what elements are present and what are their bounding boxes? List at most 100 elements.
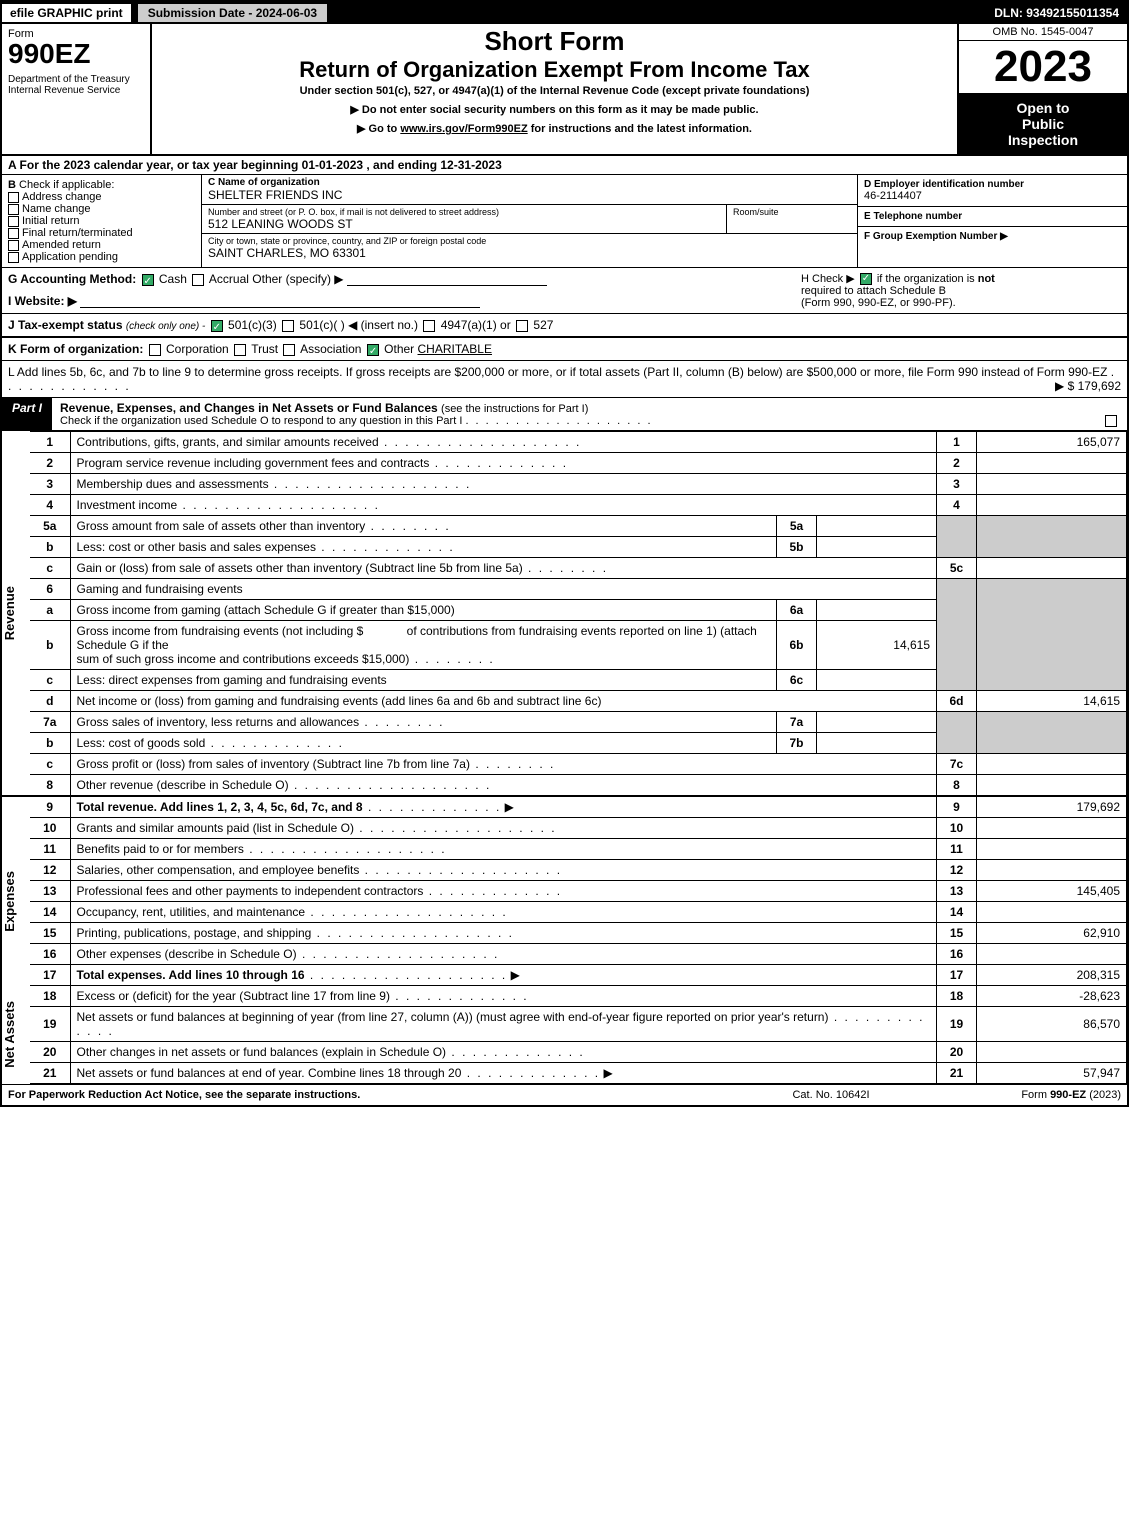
short-form-label: Short Form (158, 26, 951, 57)
l12-d: Salaries, other compensation, and employ… (70, 860, 937, 881)
l16-amt (977, 944, 1127, 965)
line-5a: 5a Gross amount from sale of assets othe… (2, 516, 1127, 537)
g-other-blank (347, 272, 547, 286)
l8-d: Other revenue (describe in Schedule O) (70, 775, 937, 797)
checkbox-icon[interactable] (8, 216, 19, 227)
street-label: Number and street (or P. O. box, if mail… (208, 207, 720, 217)
checkbox-501c[interactable] (282, 320, 294, 332)
checkbox-other[interactable] (367, 344, 379, 356)
l14-ln: 14 (937, 902, 977, 923)
irs-link[interactable]: www.irs.gov/Form990EZ (400, 123, 527, 135)
part1-title-wrap: Revenue, Expenses, and Changes in Net As… (52, 398, 1127, 430)
l17-ln: 17 (937, 965, 977, 986)
checkbox-assoc[interactable] (283, 344, 295, 356)
l5b-sv (817, 537, 937, 558)
h-not: not (978, 273, 995, 285)
l6a-d: Gross income from gaming (attach Schedul… (70, 600, 777, 621)
l13-d: Professional fees and other payments to … (70, 881, 937, 902)
g-accrual: Accrual (209, 272, 249, 286)
dots (446, 1045, 585, 1059)
l5c-d: Gain or (loss) from sale of assets other… (70, 558, 937, 579)
checkbox-icon[interactable] (8, 228, 19, 239)
l5c-n: c (30, 558, 70, 579)
checkbox-icon[interactable] (8, 192, 19, 203)
l7c-amt (977, 754, 1127, 775)
side-revenue-label: Revenue (2, 586, 30, 640)
l10-ln: 10 (937, 818, 977, 839)
part1-label: Part I (2, 398, 52, 430)
checkbox-icon[interactable] (8, 204, 19, 215)
omb-number: OMB No. 1545-0047 (959, 24, 1127, 41)
l4-amt (977, 495, 1127, 516)
l16-n: 16 (30, 944, 70, 965)
row-j: J Tax-exempt status (check only one) - 5… (2, 314, 1127, 338)
l6b-sv: 14,615 (817, 621, 937, 670)
part1-check-row: Check if the organization used Schedule … (60, 415, 1119, 427)
checkbox-part1-o[interactable] (1105, 415, 1117, 427)
l21-ln: 21 (937, 1063, 977, 1084)
l4-d-text: Investment income (77, 498, 178, 512)
line-10: Expenses 10 Grants and similar amounts p… (2, 818, 1127, 839)
part1-header: Part I Revenue, Expenses, and Changes in… (2, 397, 1127, 431)
g-other: Other (specify) ▶ (252, 272, 343, 286)
line-16: 16 Other expenses (describe in Schedule … (2, 944, 1127, 965)
checkbox-501c3[interactable] (211, 320, 223, 332)
l14-d-text: Occupancy, rent, utilities, and maintena… (77, 905, 306, 919)
line-12: 12 Salaries, other compensation, and emp… (2, 860, 1127, 881)
tax-year: 2023 (959, 41, 1127, 94)
row-k: K Form of organization: Corporation Trus… (2, 338, 1127, 361)
l6b-d: Gross income from fundraising events (no… (70, 621, 777, 670)
l15-amt: 62,910 (977, 923, 1127, 944)
b-opt-1: Name change (8, 203, 195, 215)
checkbox-icon[interactable] (8, 240, 19, 251)
checkbox-icon[interactable] (8, 252, 19, 263)
g-cash: Cash (159, 272, 187, 286)
org-name-block: C Name of organization SHELTER FRIENDS I… (202, 175, 857, 205)
l7b-d: Less: cost of goods sold (70, 733, 777, 754)
note-ssn: ▶ Do not enter social security numbers o… (158, 103, 951, 116)
l13-d-text: Professional fees and other payments to … (77, 884, 424, 898)
l11-amt (977, 839, 1127, 860)
l1-d: Contributions, gifts, grants, and simila… (70, 432, 937, 453)
checkbox-cash[interactable] (142, 274, 154, 286)
l3-d-text: Membership dues and assessments (77, 477, 269, 491)
shade-5-amt (977, 516, 1127, 558)
j-label: J Tax-exempt status (8, 318, 123, 332)
l19-d: Net assets or fund balances at beginning… (70, 1007, 937, 1042)
b-label: B (8, 179, 16, 191)
l14-n: 14 (30, 902, 70, 923)
l17-n: 17 (30, 965, 70, 986)
section-e: E Telephone number (858, 207, 1127, 227)
checkbox-4947[interactable] (423, 320, 435, 332)
l15-d: Printing, publications, postage, and shi… (70, 923, 937, 944)
line-2: 2 Program service revenue including gove… (2, 453, 1127, 474)
dots (297, 947, 500, 961)
checkbox-accrual[interactable] (192, 274, 204, 286)
footer-right-post: (2023) (1086, 1089, 1121, 1101)
l16-ln: 16 (937, 944, 977, 965)
l12-amt (977, 860, 1127, 881)
dots (523, 561, 608, 575)
l6c-sn: 6c (777, 670, 817, 691)
dots (305, 905, 508, 919)
h-text2: if the organization is (877, 273, 978, 285)
l6a-n: a (30, 600, 70, 621)
l13-ln: 13 (937, 881, 977, 902)
checkbox-h[interactable] (860, 273, 872, 285)
l21-d-text: Net assets or fund balances at end of ye… (77, 1066, 462, 1080)
checkbox-trust[interactable] (234, 344, 246, 356)
street-block: Number and street (or P. O. box, if mail… (202, 205, 857, 234)
l4-d: Investment income (70, 495, 937, 516)
l6d-ln: 6d (937, 691, 977, 712)
checkbox-corp[interactable] (149, 344, 161, 356)
checkbox-527[interactable] (516, 320, 528, 332)
l2-d: Program service revenue including govern… (70, 453, 937, 474)
dots (269, 477, 472, 491)
l6b-d1: Gross income from fundraising events (no… (77, 624, 364, 638)
part1-lines: Revenue 1 Contributions, gifts, grants, … (2, 431, 1127, 1084)
l11-d-text: Benefits paid to or for members (77, 842, 244, 856)
line-14: 14 Occupancy, rent, utilities, and maint… (2, 902, 1127, 923)
dots (429, 456, 568, 470)
b-opt-4-text: Amended return (22, 239, 101, 251)
city-value: SAINT CHARLES, MO 63301 (208, 246, 851, 260)
